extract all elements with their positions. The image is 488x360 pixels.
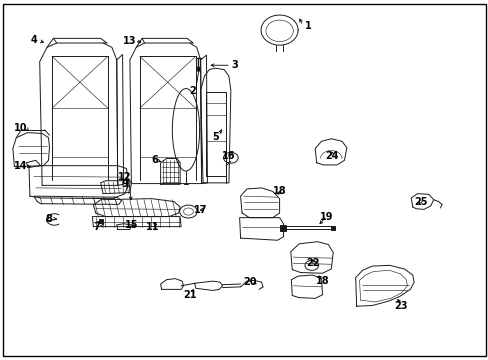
Text: 7: 7 [94,222,101,232]
Text: 25: 25 [413,197,427,207]
Text: 11: 11 [146,222,159,232]
Text: 16: 16 [222,150,235,161]
Text: 17: 17 [193,206,207,216]
Text: 9: 9 [122,179,128,189]
Text: 4: 4 [30,35,37,45]
Text: 1: 1 [304,21,311,31]
Text: 6: 6 [151,155,157,165]
Text: 21: 21 [183,291,196,301]
Text: 15: 15 [124,220,138,230]
Text: 24: 24 [325,150,338,161]
Text: 19: 19 [319,212,332,221]
Text: 2: 2 [188,86,195,96]
Text: 23: 23 [393,301,407,311]
Text: 8: 8 [45,215,52,224]
Text: 14: 14 [14,161,27,171]
Text: 12: 12 [118,172,131,182]
Text: 3: 3 [231,60,238,70]
Text: 18: 18 [315,276,328,286]
Text: 13: 13 [123,36,136,46]
Text: 20: 20 [243,277,257,287]
Text: 22: 22 [305,258,319,268]
Text: 5: 5 [211,132,218,142]
Text: 18: 18 [272,186,286,197]
Text: 10: 10 [14,123,27,133]
